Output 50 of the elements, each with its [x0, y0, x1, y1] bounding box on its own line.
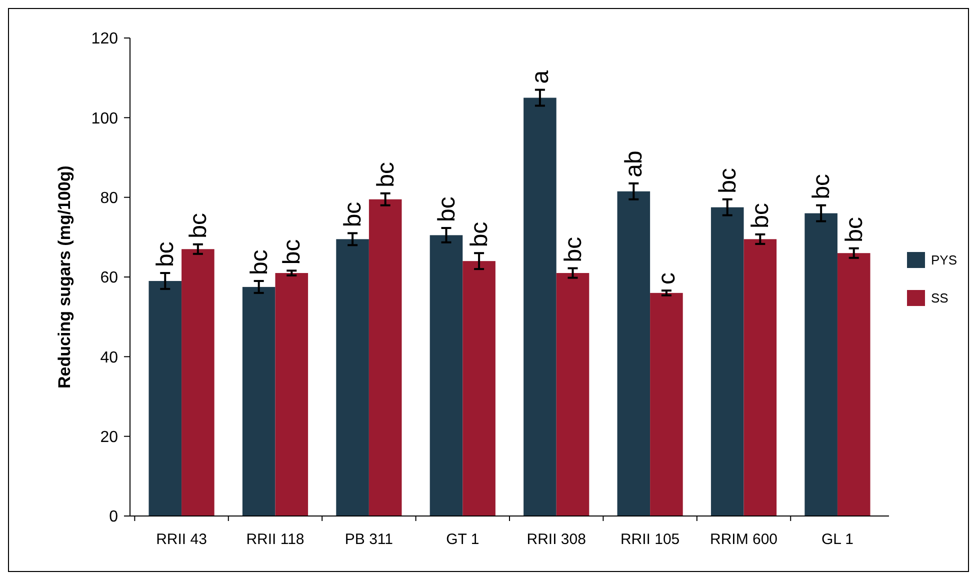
- data-label: bc: [714, 168, 742, 194]
- data-label: bc: [246, 250, 273, 275]
- data-label: bc: [433, 196, 460, 222]
- bar: [556, 273, 590, 516]
- bar: [804, 213, 838, 516]
- bar: [744, 239, 777, 516]
- x-tick-label: RRII 308: [526, 531, 586, 548]
- data-label: ab: [620, 150, 648, 178]
- bar: [650, 292, 683, 516]
- y-tick-label: 120: [91, 30, 118, 48]
- y-tick-label: 100: [91, 110, 118, 128]
- data-label: c: [653, 272, 680, 285]
- bar: [710, 207, 744, 516]
- bar: [275, 273, 308, 516]
- y-tick-label: 40: [100, 349, 118, 366]
- data-label: bc: [840, 216, 868, 242]
- bar: [242, 286, 276, 516]
- data-label: bc: [560, 236, 587, 262]
- data-label: bc: [747, 203, 774, 228]
- y-tick-label: 20: [100, 428, 118, 446]
- data-label: bc: [808, 174, 836, 200]
- legend-label: SS: [931, 290, 949, 306]
- x-tick-label: RRIM 600: [710, 531, 778, 548]
- y-tick-label: 60: [100, 270, 118, 287]
- x-tick-label: PB 311: [344, 531, 393, 548]
- y-tick-label: 80: [100, 190, 118, 207]
- bar: [617, 191, 650, 516]
- data-label: bc: [340, 202, 367, 228]
- y-tick-label: 0: [109, 508, 118, 526]
- bar: [182, 249, 214, 516]
- legend-label: PYS: [931, 252, 958, 268]
- bar: [336, 239, 369, 516]
- y-axis-title: Reducing sugars (mg/100g): [55, 166, 74, 388]
- bar: [462, 261, 496, 516]
- bar: [524, 98, 556, 516]
- bar: [148, 280, 182, 516]
- data-label: bc: [184, 212, 212, 238]
- bar: [430, 235, 463, 516]
- x-tick-label: RRII 105: [620, 531, 680, 548]
- bar: [837, 253, 870, 516]
- data-label: bc: [372, 162, 400, 188]
- x-tick-label: RRII 118: [246, 531, 304, 548]
- x-tick-label: RRII 43: [156, 531, 207, 548]
- bar: [368, 199, 402, 516]
- data-label: a: [526, 70, 554, 84]
- data-label: bc: [466, 222, 494, 248]
- x-tick-label: GT 1: [446, 531, 480, 548]
- data-label: bc: [152, 242, 180, 268]
- x-tick-label: GL 1: [821, 531, 854, 548]
- data-label: bc: [278, 239, 306, 265]
